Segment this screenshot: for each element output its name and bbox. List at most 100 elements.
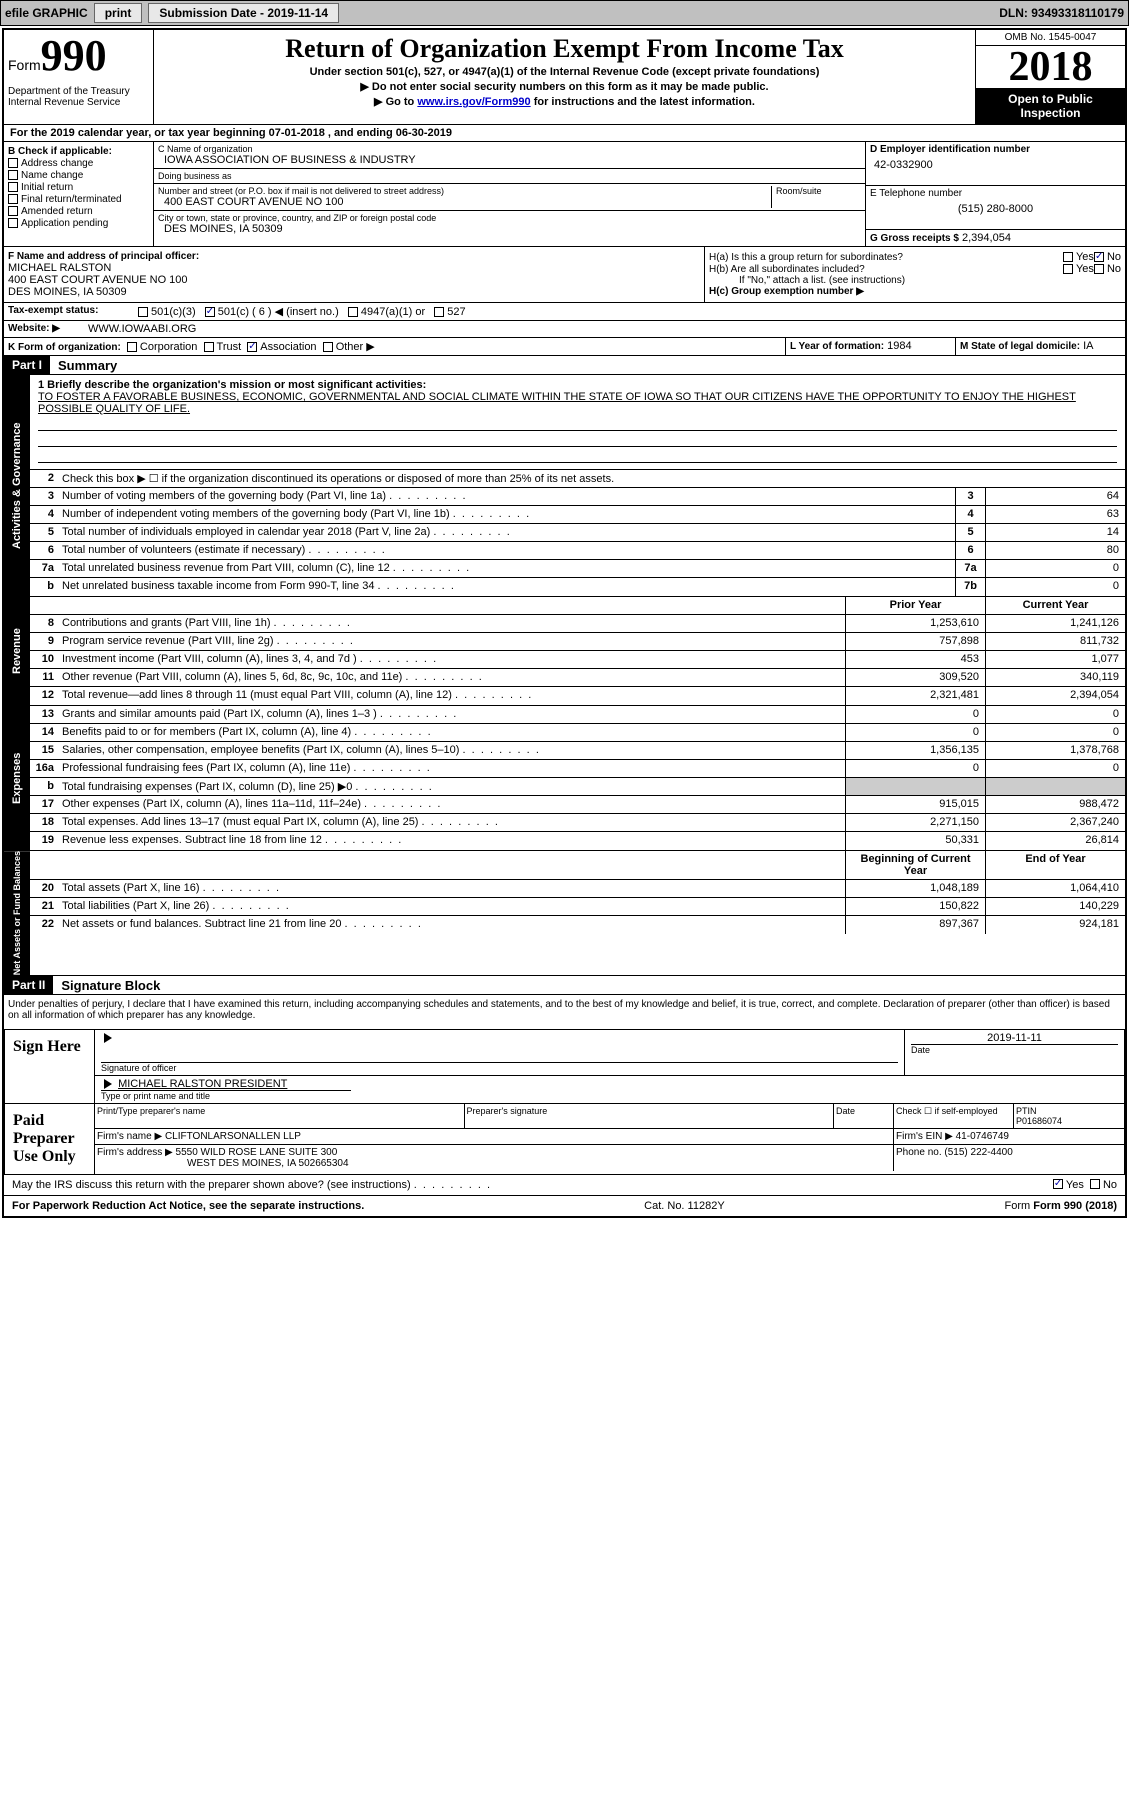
chk-address-change[interactable]: Address change (8, 158, 149, 169)
line-row: 3 Number of voting members of the govern… (30, 488, 1125, 506)
firm-phone-label: Phone no. (896, 1147, 942, 1158)
note1-text: Do not enter social security numbers on … (372, 81, 769, 93)
chk-4947[interactable] (348, 307, 358, 317)
chk-amended[interactable]: Amended return (8, 206, 149, 217)
org-name-label: C Name of organization (158, 144, 861, 154)
sig-date: 2019-11-11 (911, 1032, 1118, 1044)
chk-501c[interactable] (205, 307, 215, 317)
mission-section: 1 Briefly describe the organization's mi… (30, 375, 1125, 470)
chk-assoc[interactable] (247, 342, 257, 352)
na-header-row: Beginning of Current Year End of Year (30, 851, 1125, 880)
form-note1: ▶ Do not enter social security numbers o… (158, 80, 971, 93)
form-subtitle: Under section 501(c), 527, or 4947(a)(1)… (158, 66, 971, 78)
chk-527[interactable] (434, 307, 444, 317)
line-row: 2 Check this box ▶ ☐ if the organization… (30, 470, 1125, 488)
sig-name: MICHAEL RALSTON PRESIDENT (118, 1078, 287, 1090)
hb-note: If "No," attach a list. (see instruction… (709, 275, 1121, 286)
box-b-label: B Check if applicable: (8, 146, 149, 157)
line-row: 8 Contributions and grants (Part VIII, l… (30, 615, 1125, 633)
firm-ein-label: Firm's EIN ▶ (896, 1131, 953, 1142)
line-row: 16a Professional fundraising fees (Part … (30, 760, 1125, 778)
addr-value: 400 EAST COURT AVENUE NO 100 (158, 196, 771, 208)
officer-label: F Name and address of principal officer: (8, 251, 700, 262)
chk-name-change[interactable]: Name change (8, 170, 149, 181)
part1-header: Part I Summary (4, 356, 1125, 375)
line-a: For the 2019 calendar year, or tax year … (4, 125, 1125, 142)
form-header: Form990 Department of the Treasury Inter… (4, 30, 1125, 125)
tax-exempt-label: Tax-exempt status: (4, 303, 134, 320)
line-row: 9 Program service revenue (Part VIII, li… (30, 633, 1125, 651)
city-label: City or town, state or province, country… (158, 213, 861, 223)
chk-trust[interactable] (204, 342, 214, 352)
line-row: b Net unrelated business taxable income … (30, 578, 1125, 596)
chk-corp[interactable] (127, 342, 137, 352)
side-revenue: Revenue (4, 597, 30, 705)
expenses-table: Expenses 13 Grants and similar amounts p… (4, 706, 1125, 851)
footer-mid: Cat. No. 11282Y (644, 1200, 725, 1212)
signature-declaration: Under penalties of perjury, I declare th… (4, 995, 1125, 1025)
dept-label: Department of the Treasury Internal Reve… (8, 86, 149, 108)
box-c: C Name of organization IOWA ASSOCIATION … (154, 142, 865, 246)
box-j: Website: ▶ WWW.IOWAABI.ORG (4, 321, 1125, 338)
discuss-no[interactable] (1090, 1179, 1100, 1189)
box-d-e-g: D Employer identification number 42-0332… (865, 142, 1125, 246)
line-row: 10 Investment income (Part VIII, column … (30, 651, 1125, 669)
ptin-label: PTIN (1016, 1106, 1037, 1116)
chk-app-pending[interactable]: Application pending (8, 218, 149, 229)
paid-preparer-block: Paid Preparer Use Only Print/Type prepar… (4, 1104, 1125, 1175)
section-f-h: F Name and address of principal officer:… (4, 247, 1125, 303)
hb-label: H(b) Are all subordinates included? (709, 264, 1063, 275)
year-formation-value: 1984 (887, 340, 911, 352)
col-header-row: Prior Year Current Year (30, 597, 1125, 615)
ein-value: 42-0332900 (870, 155, 1121, 175)
discuss-yes[interactable] (1053, 1179, 1063, 1189)
box-i: Tax-exempt status: 501(c)(3) 501(c) ( 6 … (4, 303, 1125, 321)
hb-no[interactable] (1094, 264, 1104, 274)
box-b: B Check if applicable: Address change Na… (4, 142, 154, 246)
ha-no[interactable] (1094, 252, 1104, 262)
instructions-link[interactable]: www.irs.gov/Form990 (417, 96, 530, 108)
chk-initial-return[interactable]: Initial return (8, 182, 149, 193)
print-button[interactable]: print (94, 3, 143, 23)
officer-addr1: 400 EAST COURT AVENUE NO 100 (8, 274, 700, 286)
line-row: 19 Revenue less expenses. Subtract line … (30, 832, 1125, 850)
sign-arrow2-icon (104, 1079, 112, 1089)
tax-year: 2018 (976, 46, 1125, 88)
line-row: 5 Total number of individuals employed i… (30, 524, 1125, 542)
chk-final-return[interactable]: Final return/terminated (8, 194, 149, 205)
addr-label: Number and street (or P.O. box if mail i… (158, 186, 771, 196)
room-label: Room/suite (776, 186, 861, 196)
form-title: Return of Organization Exempt From Incom… (158, 34, 971, 64)
form-container: Form990 Department of the Treasury Inter… (2, 28, 1127, 1218)
form-word: Form (8, 57, 41, 73)
firm-name: CLIFTONLARSONALLEN LLP (165, 1131, 301, 1142)
form-number: 990 (41, 31, 107, 80)
dba-label: Doing business as (158, 171, 861, 181)
ha-label: H(a) Is this a group return for subordin… (709, 252, 1063, 263)
efile-label: efile GRAPHIC (5, 6, 88, 20)
gross-receipts-value: 2,394,054 (962, 232, 1011, 244)
side-net-assets: Net Assets or Fund Balances (4, 851, 30, 975)
line-row: b Total fundraising expenses (Part IX, c… (30, 778, 1125, 796)
submission-date: Submission Date - 2019-11-14 (148, 3, 339, 23)
hb-yes[interactable] (1063, 264, 1073, 274)
page-footer: For Paperwork Reduction Act Notice, see … (4, 1196, 1125, 1216)
activities-table: Activities & Governance 1 Briefly descri… (4, 375, 1125, 597)
self-emp-label: Check ☐ if self-employed (894, 1104, 1014, 1128)
chk-other[interactable] (323, 342, 333, 352)
firm-addr-label: Firm's address ▶ (97, 1147, 173, 1158)
footer-right: Form Form 990 (2018) (1005, 1200, 1118, 1212)
ein-label: D Employer identification number (870, 144, 1121, 155)
open-public-badge: Open to Public Inspection (976, 88, 1125, 124)
prep-sig-label: Preparer's signature (465, 1104, 835, 1128)
ha-yes[interactable] (1063, 252, 1073, 262)
firm-phone: (515) 222-4400 (944, 1147, 1012, 1158)
line-row: 22 Net assets or fund balances. Subtract… (30, 916, 1125, 934)
firm-name-label: Firm's name ▶ (97, 1131, 162, 1142)
firm-addr1: 5550 WILD ROSE LANE SUITE 300 (176, 1147, 338, 1158)
part2-badge: Part II (4, 976, 53, 994)
chk-501c3[interactable] (138, 307, 148, 317)
line-row: 6 Total number of volunteers (estimate i… (30, 542, 1125, 560)
line-row: 11 Other revenue (Part VIII, column (A),… (30, 669, 1125, 687)
side-activities: Activities & Governance (4, 375, 30, 596)
